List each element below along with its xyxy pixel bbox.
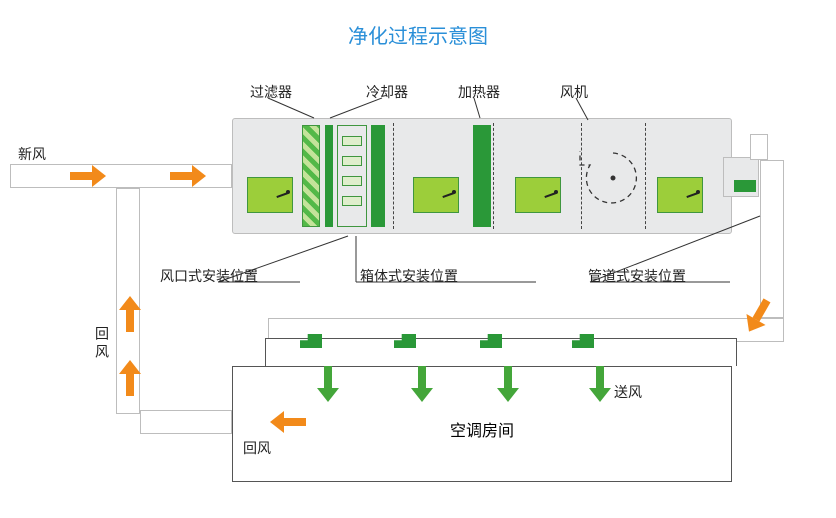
filter-label: 过滤器 xyxy=(250,82,292,102)
outlet-damper xyxy=(723,157,759,197)
duct-segment xyxy=(750,134,768,160)
diagram-title: 净化过程示意图 xyxy=(0,20,836,49)
flow-arrow xyxy=(414,366,430,402)
flow-arrow xyxy=(320,366,336,402)
ahu-box xyxy=(232,118,732,234)
flow-arrow xyxy=(270,414,306,430)
fan-scroll-icon xyxy=(578,143,648,213)
install-box-label: 箱体式安装位置 xyxy=(360,266,458,286)
flow-arrow xyxy=(170,168,206,184)
room: 空调房间 xyxy=(232,366,732,482)
access-door xyxy=(515,177,561,213)
cooler-label: 冷却器 xyxy=(366,82,408,102)
access-door xyxy=(247,177,293,213)
return-label-v: 回风 xyxy=(92,326,112,362)
flow-arrow xyxy=(122,360,138,396)
filter-strip xyxy=(302,125,320,227)
flow-arrow xyxy=(592,366,608,402)
strip-2 xyxy=(371,125,385,227)
room-label: 空调房间 xyxy=(233,417,731,441)
flow-arrow xyxy=(70,168,106,184)
install-duct-label: 管道式安装位置 xyxy=(588,266,686,286)
fan-label: 风机 xyxy=(560,82,588,102)
heater-strip xyxy=(473,125,491,227)
supply-label: 送风 xyxy=(614,382,642,402)
access-door xyxy=(657,177,703,213)
flow-arrow xyxy=(122,296,138,332)
strip-1 xyxy=(325,125,333,227)
heater-label: 加热器 xyxy=(458,82,500,102)
divider xyxy=(493,123,494,229)
duct-segment xyxy=(140,410,232,434)
flow-arrow xyxy=(500,366,516,402)
cooler-coil xyxy=(337,125,367,227)
access-door xyxy=(413,177,459,213)
install-outlet-label: 风口式安装位置 xyxy=(160,266,258,286)
divider xyxy=(393,123,394,229)
return-label-h: 回风 xyxy=(243,438,271,458)
fresh-air-label: 新风 xyxy=(18,144,46,164)
diagram-stage: 净化过程示意图 空调房间 新风 xyxy=(0,0,836,518)
duct-segment xyxy=(760,160,784,318)
